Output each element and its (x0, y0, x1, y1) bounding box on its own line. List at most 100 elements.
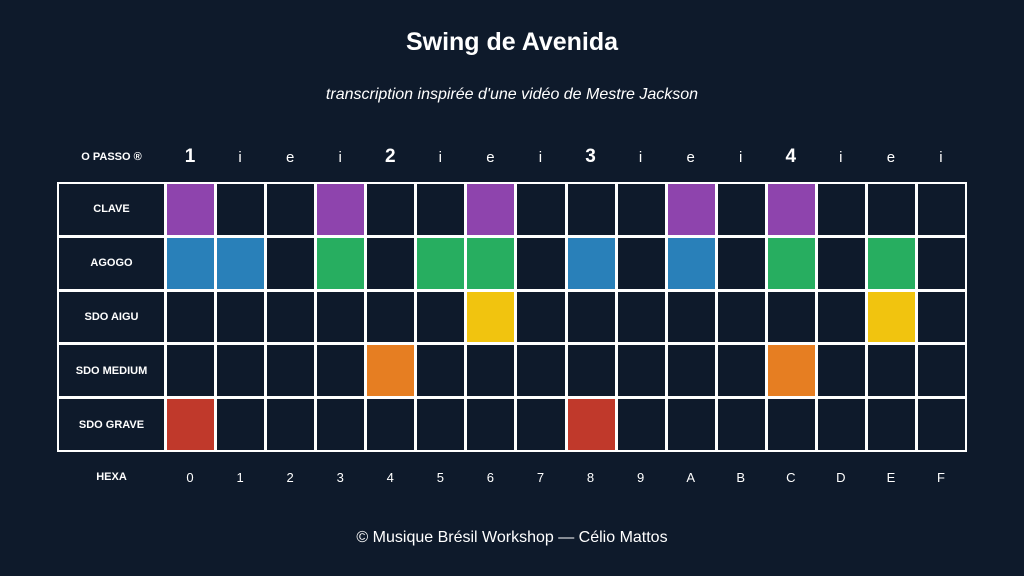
grid-cell-empty[interactable] (817, 291, 865, 343)
grid-cell-empty[interactable] (367, 399, 415, 450)
grid-cell-empty[interactable] (667, 399, 715, 450)
grid-cell-empty[interactable] (867, 184, 915, 235)
grid-cell-empty[interactable] (417, 345, 465, 397)
hexa-label-cell: 2 (286, 469, 294, 485)
grid-cell-active[interactable] (217, 237, 265, 289)
beat-label: e (285, 148, 295, 166)
grid-cell-empty[interactable] (667, 345, 715, 397)
grid-cell-active[interactable] (167, 184, 215, 235)
grid-cell-empty[interactable] (267, 399, 315, 450)
grid-cell-empty[interactable] (617, 291, 665, 343)
grid-cell-active[interactable] (867, 291, 915, 343)
grid-cell-empty[interactable] (817, 237, 865, 289)
grid-cell-active[interactable] (317, 237, 365, 289)
grid-cell-empty[interactable] (417, 399, 465, 450)
grid-cell-empty[interactable] (167, 291, 215, 343)
grid-cell-active[interactable] (317, 184, 365, 235)
grid-cell-empty[interactable] (417, 291, 465, 343)
grid-cell-empty[interactable] (617, 237, 665, 289)
beat-label: 3 (585, 146, 596, 167)
grid-cell-empty[interactable] (517, 345, 565, 397)
hexa-label-cell: A (686, 469, 695, 485)
header-label: O PASSO ® (81, 151, 142, 163)
grid-cell-active[interactable] (467, 237, 515, 289)
grid-cell-empty[interactable] (317, 345, 365, 397)
grid-cell-empty[interactable] (467, 345, 515, 397)
grid-cell-active[interactable] (567, 399, 615, 450)
grid-cell-empty[interactable] (267, 237, 315, 289)
grid-cell-active[interactable] (467, 291, 515, 343)
grid-cell-empty[interactable] (217, 184, 265, 235)
grid-cell-empty[interactable] (517, 291, 565, 343)
footer-credit: © Musique Brésil Workshop — Célio Mattos (356, 529, 668, 546)
grid-cell-empty[interactable] (567, 291, 615, 343)
grid-cell-empty[interactable] (567, 345, 615, 397)
hexa-label-cell: 9 (636, 469, 645, 485)
grid-cell-empty[interactable] (917, 291, 965, 343)
grid-cell-empty[interactable] (367, 237, 415, 289)
grid-cell-empty[interactable] (867, 345, 915, 397)
grid-cell-empty[interactable] (667, 291, 715, 343)
grid-cell-active[interactable] (417, 237, 465, 289)
grid-cell-empty[interactable] (317, 291, 365, 343)
grid-cell-active[interactable] (167, 237, 215, 289)
grid-cell-empty[interactable] (217, 399, 265, 450)
grid-cell-active[interactable] (467, 184, 515, 235)
grid-cell-empty[interactable] (367, 184, 415, 235)
grid-cell-empty[interactable] (217, 291, 265, 343)
grid-cell-empty[interactable] (717, 399, 765, 450)
grid-cell-empty[interactable] (867, 399, 915, 450)
grid-cell-active[interactable] (767, 184, 815, 235)
grid-cell-empty[interactable] (567, 184, 615, 235)
grid-cell-active[interactable] (767, 345, 815, 397)
rhythm-grid: CLAVE AGOGO SDO AIGU SDO MEDIUM SDO GRAVE (57, 182, 967, 452)
beat-label: i (538, 148, 543, 166)
grid-cell-empty[interactable] (217, 345, 265, 397)
instrument-label: SDO GRAVE (59, 399, 164, 450)
hexa-label-cell: 5 (436, 469, 444, 485)
hexa-label-cell: C (786, 469, 796, 485)
grid-cell-empty[interactable] (767, 399, 815, 450)
grid-cell-empty[interactable] (917, 345, 965, 397)
grid-cell-empty[interactable] (817, 345, 865, 397)
grid-cell-empty[interactable] (267, 184, 315, 235)
grid-cell-active[interactable] (367, 345, 415, 397)
grid-cell-empty[interactable] (167, 345, 215, 397)
grid-cell-empty[interactable] (317, 399, 365, 450)
grid-cell-empty[interactable] (267, 291, 315, 343)
hexa-label-cell: 4 (386, 469, 394, 485)
grid-cell-empty[interactable] (617, 184, 665, 235)
grid-cell-active[interactable] (667, 184, 715, 235)
page-subtitle: transcription inspirée d'une vidéo de Me… (325, 86, 699, 103)
grid-cell-active[interactable] (167, 399, 215, 450)
grid-cell-empty[interactable] (817, 184, 865, 235)
beat-header-row: O PASSO ® 1 i e i 2 i e i 3 i e i 4 i e i (58, 142, 966, 172)
grid-cell-empty[interactable] (267, 345, 315, 397)
grid-cell-empty[interactable] (717, 184, 765, 235)
grid-cell-empty[interactable] (517, 237, 565, 289)
grid-cell-empty[interactable] (717, 237, 765, 289)
grid-cell-active[interactable] (567, 237, 615, 289)
grid-cell-active[interactable] (767, 237, 815, 289)
grid-cell-empty[interactable] (517, 399, 565, 450)
grid-cell-empty[interactable] (617, 399, 665, 450)
grid-cell-active[interactable] (867, 237, 915, 289)
grid-cell-empty[interactable] (467, 399, 515, 450)
grid-cell-empty[interactable] (917, 184, 965, 235)
grid-cell-empty[interactable] (917, 237, 965, 289)
grid-cell-empty[interactable] (717, 291, 765, 343)
hexa-label-cell: E (886, 469, 896, 485)
grid-cell-empty[interactable] (717, 345, 765, 397)
grid-cell-empty[interactable] (517, 184, 565, 235)
grid-cell-empty[interactable] (817, 399, 865, 450)
grid-cell-empty[interactable] (417, 184, 465, 235)
grid-cell-empty[interactable] (367, 291, 415, 343)
grid-cell-empty[interactable] (917, 399, 965, 450)
beat-label: i (638, 148, 643, 166)
grid-cell-active[interactable] (667, 237, 715, 289)
hexa-label-cell: 8 (586, 469, 595, 485)
beat-label: 1 (184, 146, 196, 167)
page-title: Swing de Avenida (405, 28, 619, 56)
grid-cell-empty[interactable] (767, 291, 815, 343)
grid-cell-empty[interactable] (617, 345, 665, 397)
